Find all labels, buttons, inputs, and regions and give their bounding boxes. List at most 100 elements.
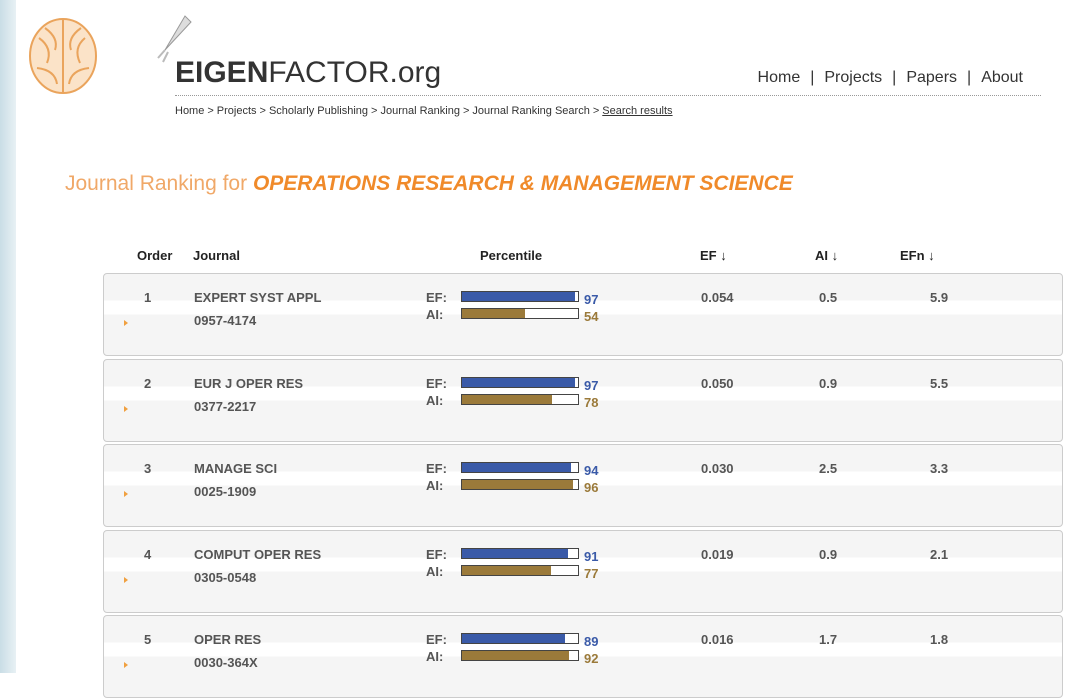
ai-label: AI:	[426, 392, 444, 408]
order: 3	[144, 461, 152, 476]
ef-label: EF:	[426, 461, 447, 476]
breadcrumb-link[interactable]: Journal Ranking Search	[472, 105, 590, 117]
ef-bar	[462, 463, 572, 472]
nav-separator: |	[967, 69, 972, 86]
expand-arrow[interactable]	[124, 662, 128, 668]
issn: 0957-4174	[194, 313, 257, 328]
ef-bar	[462, 377, 575, 387]
column-header: Journal	[193, 248, 240, 263]
ai-bar	[462, 394, 553, 404]
table-row[interactable]: 4 COMPUT OPER RES 0305-0548 EF: 91 AI: 77 0.019…	[103, 529, 1063, 613]
ef-value: 0.054	[701, 290, 734, 305]
breadcrumb-link[interactable]: Projects	[216, 105, 257, 117]
ef-percentile: 97	[584, 377, 599, 393]
nav-link[interactable]: About	[981, 69, 1023, 86]
ef-label: EF:	[426, 632, 447, 647]
nav-link[interactable]: Home	[757, 69, 801, 86]
ef-label: EF:	[426, 375, 447, 391]
ef-bar	[462, 292, 575, 301]
issn: 0025-1909	[194, 484, 257, 499]
journal-name: OPER RES	[194, 632, 262, 647]
journal-name: COMPUT OPER RES	[194, 546, 322, 562]
efn-value: 2.1	[930, 546, 949, 562]
nav-link[interactable]: Projects	[824, 69, 883, 86]
expand-arrow[interactable]	[124, 405, 128, 412]
ef-bar-track	[461, 547, 579, 559]
issn: 0030-364X	[194, 655, 258, 670]
side-strip	[0, 0, 16, 673]
order: 5	[144, 632, 152, 647]
page-title: Journal Ranking for OPERATIONS RESEARCH …	[65, 172, 793, 195]
ai-bar-track	[461, 393, 579, 405]
ef-bar	[462, 634, 566, 643]
ef-bar-track	[461, 633, 579, 644]
breadcrumb-link[interactable]: Journal Ranking	[380, 105, 460, 117]
ai-bar	[462, 651, 569, 660]
ai-bar-track	[461, 564, 579, 576]
table-row[interactable]: 1 EXPERT SYST APPL 0957-4174 EF: 97 AI: 54 0.05…	[103, 273, 1063, 356]
ef-percentile: 91	[584, 548, 599, 564]
ef-bar-track	[461, 376, 579, 388]
ai-label: AI:	[426, 478, 444, 493]
issn: 0305-0548	[194, 569, 257, 585]
ai-bar-track	[461, 650, 579, 661]
ef-value: 0.019	[701, 546, 734, 562]
ef-value: 0.016	[701, 632, 734, 647]
logo[interactable]: EIGENFACTOR.org	[175, 56, 442, 89]
efn-value: 3.3	[930, 461, 949, 476]
ef-percentile: 94	[584, 463, 599, 478]
ef-value: 0.050	[701, 375, 734, 391]
nav-separator: |	[810, 69, 815, 86]
ai-label: AI:	[426, 649, 444, 664]
nav-separator: |	[892, 69, 897, 86]
ef-bar	[462, 548, 568, 558]
ai-value: 1.7	[819, 632, 838, 647]
nav-link[interactable]: Papers	[906, 69, 958, 86]
ai-label: AI:	[426, 307, 444, 322]
ai-percentile: 54	[584, 309, 599, 324]
column-header[interactable]: AI ↓	[815, 248, 839, 263]
column-header[interactable]: EF ↓	[700, 248, 727, 263]
column-header[interactable]: EFn ↓	[900, 248, 935, 263]
order: 4	[144, 546, 152, 562]
expand-arrow[interactable]	[124, 320, 128, 326]
ef-bar-track	[461, 291, 579, 302]
column-header: Percentile	[480, 248, 543, 263]
breadcrumb-separator: >	[371, 105, 378, 117]
efn-value: 5.9	[930, 290, 949, 305]
efn-value: 1.8	[930, 632, 949, 647]
ai-bar-track	[461, 479, 579, 490]
breadcrumb-link[interactable]: Search results	[602, 105, 673, 117]
ef-percentile: 89	[584, 634, 599, 649]
breadcrumb-separator: >	[592, 105, 600, 117]
breadcrumb-link[interactable]: Scholarly Publishing	[268, 105, 369, 117]
ai-label: AI:	[426, 563, 444, 579]
table-row[interactable]: 3 MANAGE SCI 0025-1909 EF: 94 AI: 96 0.030 2.5 3.…	[103, 444, 1063, 527]
breadcrumb-separator: >	[462, 105, 470, 117]
ai-percentile: 96	[584, 480, 599, 495]
ef-label: EF:	[426, 290, 447, 305]
ai-percentile: 78	[584, 394, 599, 410]
ai-value: 0.9	[819, 375, 838, 391]
nav: Home | Projects | Papers | About	[753, 69, 1028, 87]
column-header: Order	[137, 248, 173, 263]
ai-percentile: 77	[584, 565, 599, 581]
table-row[interactable]: 2 EUR J OPER RES 0377-2217 EF: 97 AI: 78 0.050 0…	[103, 358, 1063, 442]
journal-name: EXPERT SYST APPL	[194, 290, 322, 305]
breadcrumb-separator: >	[259, 105, 266, 117]
ai-bar-track	[461, 308, 579, 319]
breadcrumb-link[interactable]: Home	[175, 105, 205, 117]
expand-arrow[interactable]	[124, 491, 128, 497]
ai-bar	[462, 565, 552, 575]
order: 2	[144, 375, 152, 391]
ef-percentile: 97	[584, 292, 599, 307]
efn-value: 5.5	[930, 375, 949, 391]
journal-name: EUR J OPER RES	[194, 375, 304, 391]
nav-rule	[175, 95, 1041, 96]
ef-bar-track	[461, 462, 579, 473]
expand-arrow[interactable]	[124, 576, 128, 583]
issn: 0377-2217	[194, 398, 257, 414]
ai-bar	[462, 309, 525, 318]
table-row[interactable]: 5 OPER RES 0030-364X EF: 89 AI: 92 0.016 1.7 1.8	[103, 615, 1063, 698]
